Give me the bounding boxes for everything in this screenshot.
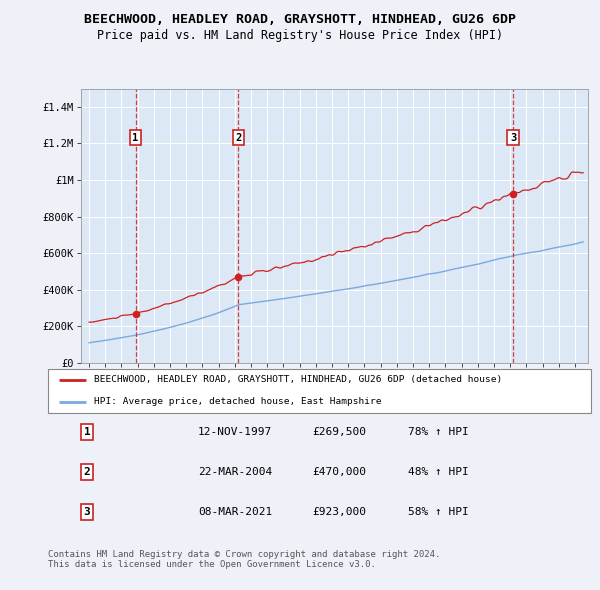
Text: 3: 3 — [510, 133, 516, 143]
Text: BEECHWOOD, HEADLEY ROAD, GRAYSHOTT, HINDHEAD, GU26 6DP: BEECHWOOD, HEADLEY ROAD, GRAYSHOTT, HIND… — [84, 13, 516, 26]
Text: £470,000: £470,000 — [312, 467, 366, 477]
Text: £269,500: £269,500 — [312, 427, 366, 437]
Text: Contains HM Land Registry data © Crown copyright and database right 2024.
This d: Contains HM Land Registry data © Crown c… — [48, 550, 440, 569]
Text: HPI: Average price, detached house, East Hampshire: HPI: Average price, detached house, East… — [94, 398, 382, 407]
Text: 48% ↑ HPI: 48% ↑ HPI — [408, 467, 469, 477]
Text: BEECHWOOD, HEADLEY ROAD, GRAYSHOTT, HINDHEAD, GU26 6DP (detached house): BEECHWOOD, HEADLEY ROAD, GRAYSHOTT, HIND… — [94, 375, 502, 384]
Text: 3: 3 — [83, 507, 91, 517]
Text: 58% ↑ HPI: 58% ↑ HPI — [408, 507, 469, 517]
Text: 08-MAR-2021: 08-MAR-2021 — [198, 507, 272, 517]
Text: 2: 2 — [83, 467, 91, 477]
Text: Price paid vs. HM Land Registry's House Price Index (HPI): Price paid vs. HM Land Registry's House … — [97, 30, 503, 42]
Text: 1: 1 — [133, 133, 139, 143]
Text: £923,000: £923,000 — [312, 507, 366, 517]
Text: 2: 2 — [235, 133, 242, 143]
Text: 78% ↑ HPI: 78% ↑ HPI — [408, 427, 469, 437]
Text: 1: 1 — [83, 427, 91, 437]
Text: 22-MAR-2004: 22-MAR-2004 — [198, 467, 272, 477]
Text: 12-NOV-1997: 12-NOV-1997 — [198, 427, 272, 437]
FancyBboxPatch shape — [48, 369, 591, 413]
